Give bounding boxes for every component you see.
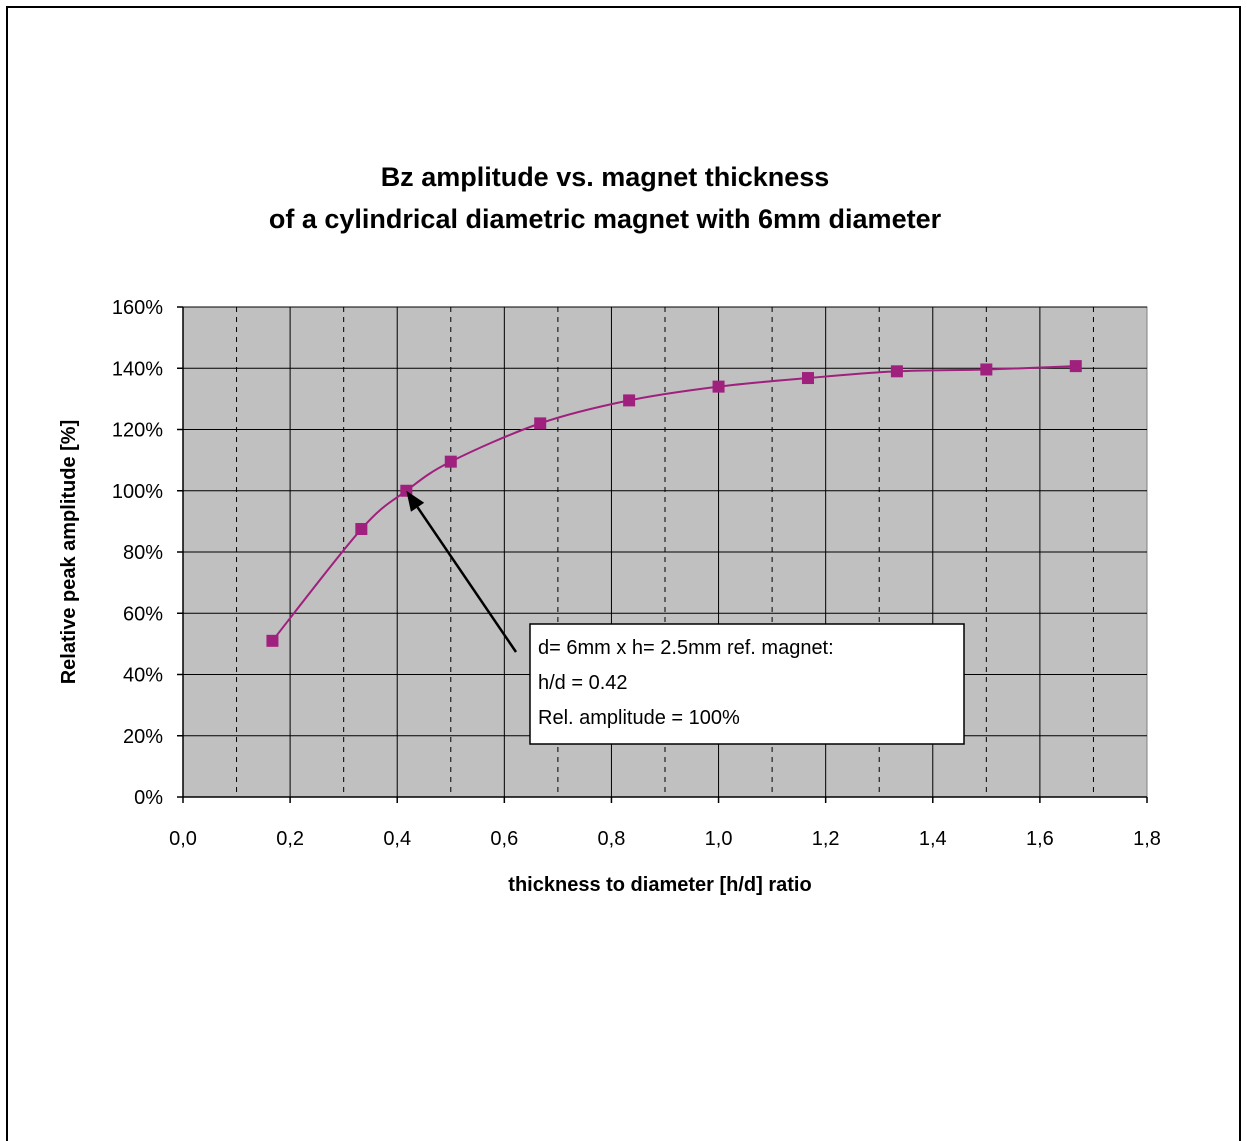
y-tick-label: 160% xyxy=(112,297,163,319)
y-tick-label: 20% xyxy=(123,726,163,748)
axes xyxy=(177,306,1148,803)
series xyxy=(266,360,1082,647)
chart-title-line-2: of a cylindrical diametric magnet with 6… xyxy=(269,204,942,234)
y-tick-label: 40% xyxy=(123,665,163,687)
data-point xyxy=(534,417,547,430)
annotation-arrow xyxy=(416,506,518,653)
x-tick-label: 0,0 xyxy=(169,828,197,850)
x-tick-label: 1,2 xyxy=(812,828,840,850)
data-point xyxy=(801,372,814,385)
annotation-arrow-head xyxy=(406,490,425,512)
data-point xyxy=(1069,360,1082,373)
y-tick-label: 0% xyxy=(134,787,163,809)
y-axis-label: Relative peak amplitude [%] xyxy=(58,420,80,685)
annotation-line-1: d= 6mm x h= 2.5mm ref. magnet: xyxy=(538,637,834,659)
y-tick-label: 60% xyxy=(123,603,163,625)
y-tick-label: 140% xyxy=(112,358,163,380)
x-tick-label: 1,4 xyxy=(919,828,947,850)
grid xyxy=(183,306,1147,797)
data-point xyxy=(980,363,993,376)
x-tick-label: 1,8 xyxy=(1133,828,1161,850)
data-point xyxy=(266,634,279,647)
y-tick-label: 100% xyxy=(112,481,163,503)
tick-labels: 0,0 0,2 0,4 0,6 0,8 1,0 1,2 1,4 1,6 1,8 0% 20% 40% 60… xyxy=(112,297,1161,850)
x-tick-label: 1,6 xyxy=(1026,828,1054,850)
chart-frame xyxy=(6,6,1241,1141)
data-point xyxy=(890,365,903,378)
data-point xyxy=(444,455,457,468)
annotation: d= 6mm x h= 2.5mm ref. magnet: h/d = 0.4… xyxy=(406,490,965,745)
data-point xyxy=(355,523,368,536)
chart-title-line-1: Bz amplitude vs. magnet thickness xyxy=(381,162,830,192)
annotation-line-3: Rel. amplitude = 100% xyxy=(538,707,740,729)
x-tick-label: 1,0 xyxy=(705,828,733,850)
annotation-box xyxy=(529,623,965,745)
x-tick-label: 0,2 xyxy=(276,828,304,850)
x-axis-label: thickness to diameter [h/d] ratio xyxy=(508,874,811,896)
data-point xyxy=(623,394,636,407)
y-tick-label: 80% xyxy=(123,542,163,564)
x-tick-label: 0,6 xyxy=(490,828,518,850)
y-tick-label: 120% xyxy=(112,420,163,442)
x-tick-label: 0,8 xyxy=(598,828,626,850)
annotation-line-2: h/d = 0.42 xyxy=(538,672,628,694)
data-point xyxy=(712,380,725,393)
x-tick-label: 0,4 xyxy=(383,828,411,850)
